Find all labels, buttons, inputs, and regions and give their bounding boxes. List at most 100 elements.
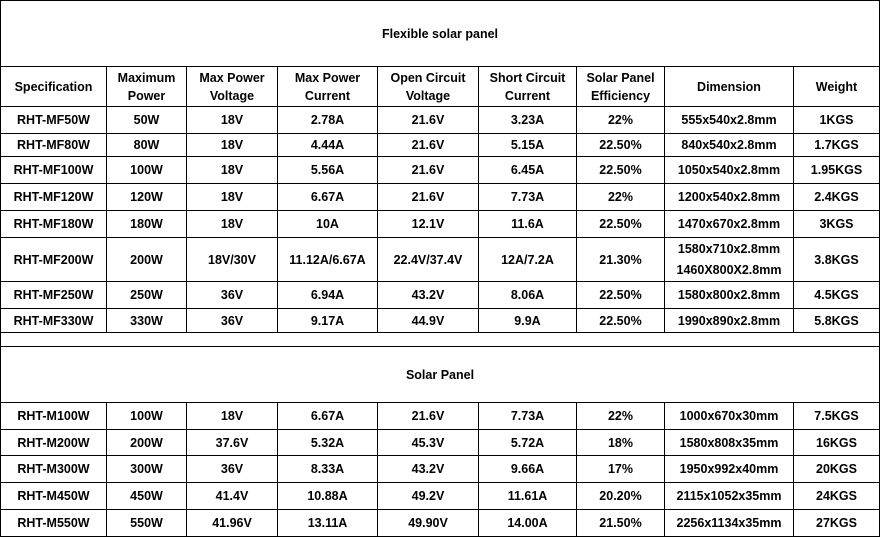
cell-maximum-power: 180W (106, 210, 187, 238)
section-gap (0, 332, 880, 347)
cell-dimension: 1950x992x40mm (664, 455, 794, 483)
cell-max-power-current: 9.17A (277, 308, 378, 333)
cell-open-circuit-voltage: 43.2V (377, 281, 479, 309)
header-dimension: Dimension (664, 66, 794, 107)
rigid-title-row: Solar Panel (0, 346, 880, 403)
cell-solar-panel-efficiency: 22.50% (576, 133, 665, 157)
cell-specification: RHT-MF200W (0, 237, 107, 282)
cell-open-circuit-voltage: 21.6V (377, 106, 479, 134)
cell-open-circuit-voltage: 44.9V (377, 308, 479, 333)
header-line: Weight (815, 79, 858, 94)
table-row: RHT-MF120W 120W 18V 6.67A 21.6V 7.73A 22% 1200x… (0, 183, 880, 211)
table-row: RHT-M300W 300W 36V 8.33A 43.2V 9.66A 17% 1950x9… (0, 455, 880, 483)
section-gap-row (0, 332, 880, 347)
cell-max-power-current: 6.67A (277, 402, 378, 430)
cell-solar-panel-efficiency: 22% (576, 106, 665, 134)
cell-max-power-voltage: 18V (186, 183, 278, 211)
cell-dimension: 2256x1134x35mm (664, 509, 794, 537)
cell-specification: RHT-MF80W (0, 133, 107, 157)
header-line: Max Power (294, 70, 361, 85)
cell-max-power-current: 10.88A (277, 482, 378, 510)
cell-solar-panel-efficiency: 18% (576, 429, 665, 456)
table-row: RHT-MF180W 180W 18V 10A 12.1V 11.6A 22.50% 1470… (0, 210, 880, 238)
header-max-power-voltage: Max Power Voltage (186, 66, 278, 107)
cell-solar-panel-efficiency: 22.50% (576, 156, 665, 184)
cell-short-circuit-current: 9.9A (478, 308, 577, 333)
cell-solar-panel-efficiency: 22.50% (576, 210, 665, 238)
table-row: RHT-MF250W 250W 36V 6.94A 43.2V 8.06A 22.50% 15… (0, 281, 880, 309)
cell-maximum-power: 100W (106, 156, 187, 184)
cell-solar-panel-efficiency: 22.50% (576, 281, 665, 309)
header-line: Open Circuit (390, 70, 466, 85)
cell-open-circuit-voltage: 22.4V/37.4V (377, 237, 479, 282)
header-row: Specification Maximum Power Max Power Voltag… (0, 66, 880, 107)
cell-maximum-power: 200W (106, 237, 187, 282)
cell-max-power-current: 13.11A (277, 509, 378, 537)
cell-solar-panel-efficiency: 17% (576, 455, 665, 483)
cell-weight: 16KGS (792, 429, 880, 456)
cell-specification: RHT-MF250W (0, 281, 107, 309)
cell-specification: RHT-M300W (0, 455, 107, 483)
cell-max-power-current: 4.44A (277, 133, 378, 157)
cell-maximum-power: 200W (106, 429, 187, 456)
cell-maximum-power: 50W (106, 106, 187, 134)
header-max-power-current: Max Power Current (277, 66, 378, 107)
cell-dimension: 1990x890x2.8mm (664, 308, 794, 333)
header-line: Dimension (697, 79, 761, 94)
cell-solar-panel-efficiency: 22% (576, 183, 665, 211)
rigid-section-title: Solar Panel (0, 346, 880, 403)
cell-short-circuit-current: 6.45A (478, 156, 577, 184)
cell-open-circuit-voltage: 21.6V (377, 183, 479, 211)
cell-dimension: 1470x670x2.8mm (664, 210, 794, 238)
cell-short-circuit-current: 14.00A (478, 509, 577, 537)
header-maximum-power: Maximum Power (106, 66, 187, 107)
cell-weight: 4.5KGS (792, 281, 880, 309)
table-row: RHT-M450W 450W 41.4V 10.88A 49.2V 11.61A 20.20… (0, 482, 880, 510)
cell-max-power-current: 11.12A/6.67A (277, 237, 378, 282)
cell-open-circuit-voltage: 21.6V (377, 156, 479, 184)
cell-max-power-voltage: 18V (186, 133, 278, 157)
cell-weight: 5.8KGS (792, 308, 880, 333)
cell-max-power-voltage: 18V (186, 106, 278, 134)
header-line: Short Circuit (489, 70, 566, 85)
cell-weight: 3KGS (792, 210, 880, 238)
cell-maximum-power: 300W (106, 455, 187, 483)
header-line: Current (504, 88, 551, 103)
cell-specification: RHT-MF330W (0, 308, 107, 333)
cell-open-circuit-voltage: 49.2V (377, 482, 479, 510)
cell-dimension: 840x540x2.8mm (664, 133, 794, 157)
cell-maximum-power: 450W (106, 482, 187, 510)
header-line: Voltage (209, 88, 255, 103)
cell-maximum-power: 80W (106, 133, 187, 157)
cell-maximum-power: 330W (106, 308, 187, 333)
cell-open-circuit-voltage: 12.1V (377, 210, 479, 238)
cell-short-circuit-current: 11.61A (478, 482, 577, 510)
table-row: RHT-M100W 100W 18V 6.67A 21.6V 7.73A 22% 1000x6… (0, 402, 880, 430)
header-specification: Specification (0, 66, 107, 107)
header-line: Solar Panel (586, 70, 655, 85)
cell-solar-panel-efficiency: 21.30% (576, 237, 665, 282)
table-row: RHT-MF200W 200W 18V/30V 11.12A/6.67A 22.4V/3… (0, 237, 880, 282)
cell-maximum-power: 250W (106, 281, 187, 309)
cell-open-circuit-voltage: 45.3V (377, 429, 479, 456)
cell-specification: RHT-MF50W (0, 106, 107, 134)
flexible-title-row: Flexible solar panel (0, 0, 880, 67)
cell-specification: RHT-MF180W (0, 210, 107, 238)
cell-short-circuit-current: 12A/7.2A (478, 237, 577, 282)
cell-maximum-power: 120W (106, 183, 187, 211)
cell-max-power-voltage: 37.6V (186, 429, 278, 456)
header-line: Current (304, 88, 351, 103)
header-short-circuit-current: Short Circuit Current (478, 66, 577, 107)
cell-solar-panel-efficiency: 20.20% (576, 482, 665, 510)
cell-max-power-current: 5.32A (277, 429, 378, 456)
cell-weight: 3.8KGS (792, 237, 880, 282)
cell-short-circuit-current: 5.72A (478, 429, 577, 456)
cell-dimension: 1000x670x30mm (664, 402, 794, 430)
cell-short-circuit-current: 3.23A (478, 106, 577, 134)
cell-max-power-current: 6.67A (277, 183, 378, 211)
table-row: RHT-MF80W 80W 18V 4.44A 21.6V 5.15A 22.50% 840x… (0, 133, 880, 157)
cell-specification: RHT-MF120W (0, 183, 107, 211)
header-line: Max Power (199, 70, 265, 85)
table-row: RHT-MF330W 330W 36V 9.17A 44.9V 9.9A 22.50% 199… (0, 308, 880, 333)
